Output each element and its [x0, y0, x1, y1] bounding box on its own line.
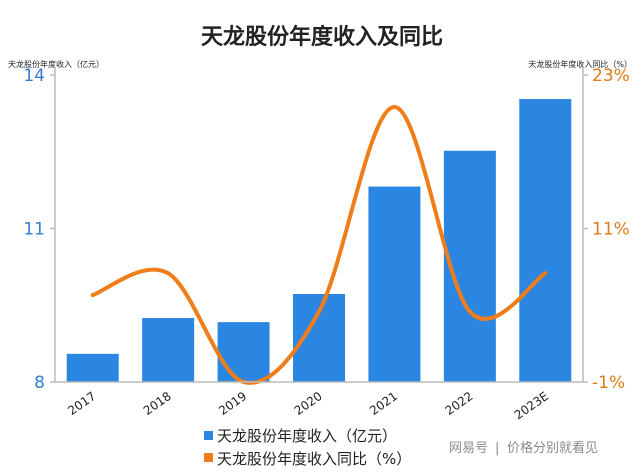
- category-label-2021: 2021: [367, 389, 400, 418]
- left-tick-label: 11: [23, 220, 45, 240]
- bar-2019: [217, 322, 270, 382]
- category-label-2019: 2019: [216, 389, 249, 418]
- left-axis-label: 天龙股份年度收入（亿元）: [8, 59, 104, 69]
- watermark-brand: 网易号: [449, 441, 488, 456]
- category-label-2017: 2017: [65, 389, 98, 418]
- legend-line-swatch: [204, 453, 213, 462]
- bar-2021: [368, 186, 421, 382]
- category-label-2023E: 2023E: [512, 389, 551, 422]
- growth-line: [90, 104, 548, 385]
- right-tick-label: 23%: [592, 66, 630, 86]
- legend-bar-label: 天龙股份年度收入（亿元）: [217, 427, 397, 445]
- watermark-author: 价格分别就看见: [507, 440, 598, 456]
- legend: 天龙股份年度收入（亿元） 天龙股份年度收入同比（%）: [204, 427, 411, 468]
- watermark-separator: |: [495, 441, 499, 456]
- left-tick-label: 8: [34, 373, 45, 393]
- right-tick-label: -1%: [592, 373, 625, 393]
- left-tick-label: 14: [23, 66, 45, 86]
- category-label-2020: 2020: [292, 389, 325, 418]
- right-axis-label: 天龙股份年度收入同比（%）: [528, 59, 632, 69]
- bar-2023E: [519, 99, 572, 382]
- watermark: 网易号 | 价格分别就看见: [449, 440, 598, 456]
- chart-title: 天龙股份年度收入及同比: [201, 24, 443, 50]
- category-label-2022: 2022: [443, 389, 476, 418]
- left-tick-labels: 8 11 14: [23, 66, 55, 393]
- right-tick-labels: -1% 11% 23%: [583, 66, 630, 393]
- plot-area: [66, 99, 572, 385]
- legend-bar-swatch: [204, 431, 213, 440]
- legend-line-label: 天龙股份年度收入同比（%）: [217, 450, 411, 468]
- category-labels: 2017 2018 2019 2020 2021 2022 2023E: [65, 389, 551, 422]
- bar-2018: [142, 318, 195, 382]
- category-label-2018: 2018: [141, 389, 174, 418]
- bar-2017: [66, 353, 119, 382]
- bar-2020: [293, 293, 345, 382]
- right-tick-label: 11%: [592, 220, 630, 240]
